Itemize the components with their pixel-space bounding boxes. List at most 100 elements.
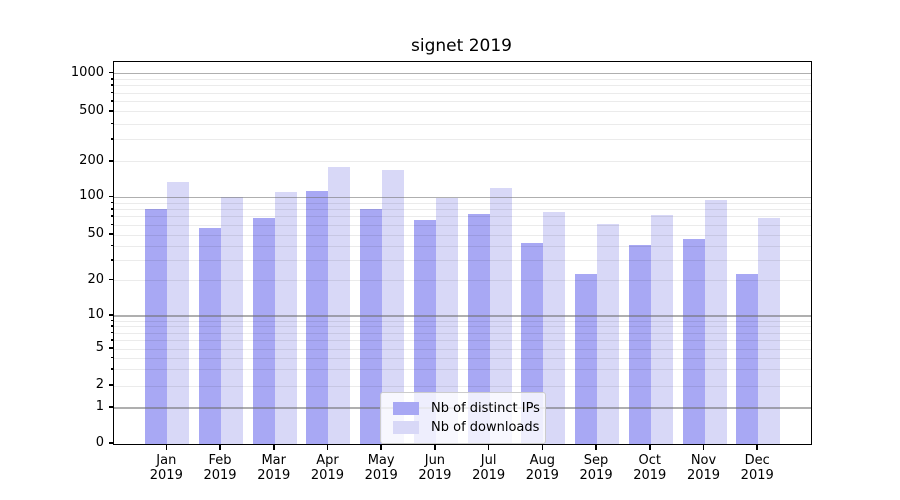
y-axis-minor-tick-mark — [110, 84, 113, 87]
y-axis-minor-tick-mark — [110, 356, 113, 359]
y-axis-tick-label: 1000 — [70, 64, 104, 80]
x-axis-label-year: 2019 — [579, 468, 613, 483]
bar-nb-of-downloads-nov — [704, 199, 727, 444]
x-axis-label-year: 2019 — [740, 468, 774, 483]
y-axis-tick-label: 100 — [79, 188, 104, 204]
y-axis-minor-tick-mark — [110, 319, 113, 322]
x-axis-label-month: Mar — [261, 453, 286, 468]
x-axis-tick-mark — [326, 445, 329, 450]
x-axis-tick-mark — [165, 445, 168, 450]
bar-nb-of-distinct-ips-sep — [575, 273, 598, 444]
y-axis-tick-mark — [108, 71, 113, 74]
x-axis-label-year: 2019 — [203, 468, 237, 483]
y-axis-minor-tick-mark — [110, 244, 113, 247]
bar-nb-of-distinct-ips-apr — [306, 190, 329, 444]
x-axis-label-month: Sep — [583, 453, 609, 468]
x-axis-tick-mark — [272, 445, 275, 450]
bar-nb-of-downloads-oct — [650, 215, 673, 444]
x-axis-label-year: 2019 — [418, 468, 452, 483]
y-axis-minor-tick-mark — [110, 215, 113, 217]
x-axis-label-year: 2019 — [149, 468, 183, 483]
bar-nb-of-distinct-ips-jul — [467, 213, 490, 444]
y-axis-tick-mark — [108, 384, 113, 386]
bar-nb-of-distinct-ips-nov — [682, 239, 705, 444]
bar-nb-of-distinct-ips-feb — [199, 227, 222, 444]
y-axis-minor-tick-mark — [110, 207, 113, 210]
y-axis-tick-label: 1 — [95, 399, 104, 415]
x-axis-label-month: Dec — [744, 453, 770, 468]
bar-nb-of-downloads-may — [382, 170, 405, 444]
x-axis-label-month: Feb — [208, 453, 232, 468]
x-axis-label: May 2019 — [349, 453, 413, 483]
x-axis-tick-mark — [756, 445, 758, 450]
x-axis-label-month: Jan — [156, 453, 177, 468]
x-axis-label-month: Nov — [690, 453, 717, 468]
plot-area: Nb of distinct IPs Nb of downloads — [113, 61, 812, 445]
bar-nb-of-downloads-dec — [758, 218, 781, 444]
y-axis-tick-label: 200 — [79, 152, 104, 168]
x-axis-tick-mark — [595, 445, 597, 450]
x-axis-label-year: 2019 — [257, 468, 291, 483]
x-axis-label-month: Jun — [424, 453, 446, 468]
x-axis-label: Nov 2019 — [672, 453, 736, 483]
y-axis-tick-label: 50 — [87, 226, 104, 242]
bar-nb-of-distinct-ips-dec — [736, 273, 759, 444]
x-axis-label-year: 2019 — [310, 468, 344, 483]
y-axis-tick-label: 500 — [79, 102, 104, 118]
x-axis-label-month: Oct — [638, 453, 661, 468]
y-axis-tick-mark — [108, 278, 113, 281]
y-axis-minor-tick-mark — [110, 368, 113, 370]
x-axis-label-month: Apr — [316, 453, 339, 468]
x-axis-label-year: 2019 — [472, 468, 506, 483]
x-axis-label: Oct 2019 — [618, 453, 682, 483]
y-axis-minor-tick-mark — [110, 138, 113, 140]
x-axis-label: Dec 2019 — [725, 453, 789, 483]
y-axis-tick-mark — [108, 195, 113, 198]
bar-nb-of-downloads-jun — [435, 197, 458, 444]
legend-label: Nb of distinct IPs — [431, 401, 540, 416]
chart-title: signet 2019 — [411, 36, 512, 56]
x-axis-tick-mark — [648, 445, 651, 450]
y-axis-minor-tick-mark — [110, 78, 113, 80]
x-axis-label-year: 2019 — [633, 468, 667, 483]
y-axis-tick-mark — [108, 110, 113, 112]
legend-swatch — [393, 421, 419, 434]
y-axis-tick-mark — [108, 160, 113, 162]
bar-nb-of-downloads-jan — [167, 181, 190, 444]
x-axis-label: Jul 2019 — [457, 453, 521, 483]
x-axis-label: Jun 2019 — [403, 453, 467, 483]
x-axis-tick-mark — [487, 445, 490, 450]
y-axis-tick-label: 2 — [95, 377, 104, 393]
x-axis-tick-mark — [219, 445, 221, 450]
legend: Nb of distinct IPs Nb of downloads — [380, 392, 546, 444]
bars-layer — [114, 62, 811, 444]
bar-nb-of-distinct-ips-mar — [252, 217, 275, 444]
bar-nb-of-downloads-sep — [597, 224, 620, 444]
bar-nb-of-distinct-ips-jun — [413, 219, 436, 444]
y-axis-tick-label: 5 — [95, 340, 104, 356]
x-axis-label-month: Jul — [480, 453, 497, 468]
x-axis-tick-mark — [541, 445, 544, 450]
bar-nb-of-downloads-feb — [221, 197, 244, 444]
x-axis-label-month: Aug — [529, 453, 556, 468]
y-axis-minor-tick-mark — [110, 258, 113, 261]
legend-item: Nb of distinct IPs — [389, 399, 540, 418]
x-axis-label-year: 2019 — [525, 468, 559, 483]
y-axis-minor-tick-mark — [110, 325, 113, 327]
y-axis-minor-tick-mark — [110, 338, 113, 341]
y-axis-tick-label: 0 — [95, 435, 104, 450]
y-axis-tick-mark — [108, 347, 113, 349]
x-axis-tick-mark — [702, 445, 705, 450]
y-axis-minor-tick-mark — [110, 331, 113, 334]
y-axis-tick-mark — [108, 442, 113, 444]
y-axis-minor-tick-mark — [110, 201, 113, 204]
legend-swatch — [393, 402, 419, 415]
x-axis-label: Jan 2019 — [134, 453, 198, 483]
x-axis-tick-mark — [434, 445, 436, 450]
bar-nb-of-downloads-apr — [328, 166, 351, 444]
y-axis-tick-label: 10 — [87, 307, 104, 323]
x-axis-label-month: May — [367, 453, 395, 468]
y-axis-tick-mark — [108, 314, 113, 316]
y-axis-tick-mark — [108, 406, 113, 408]
